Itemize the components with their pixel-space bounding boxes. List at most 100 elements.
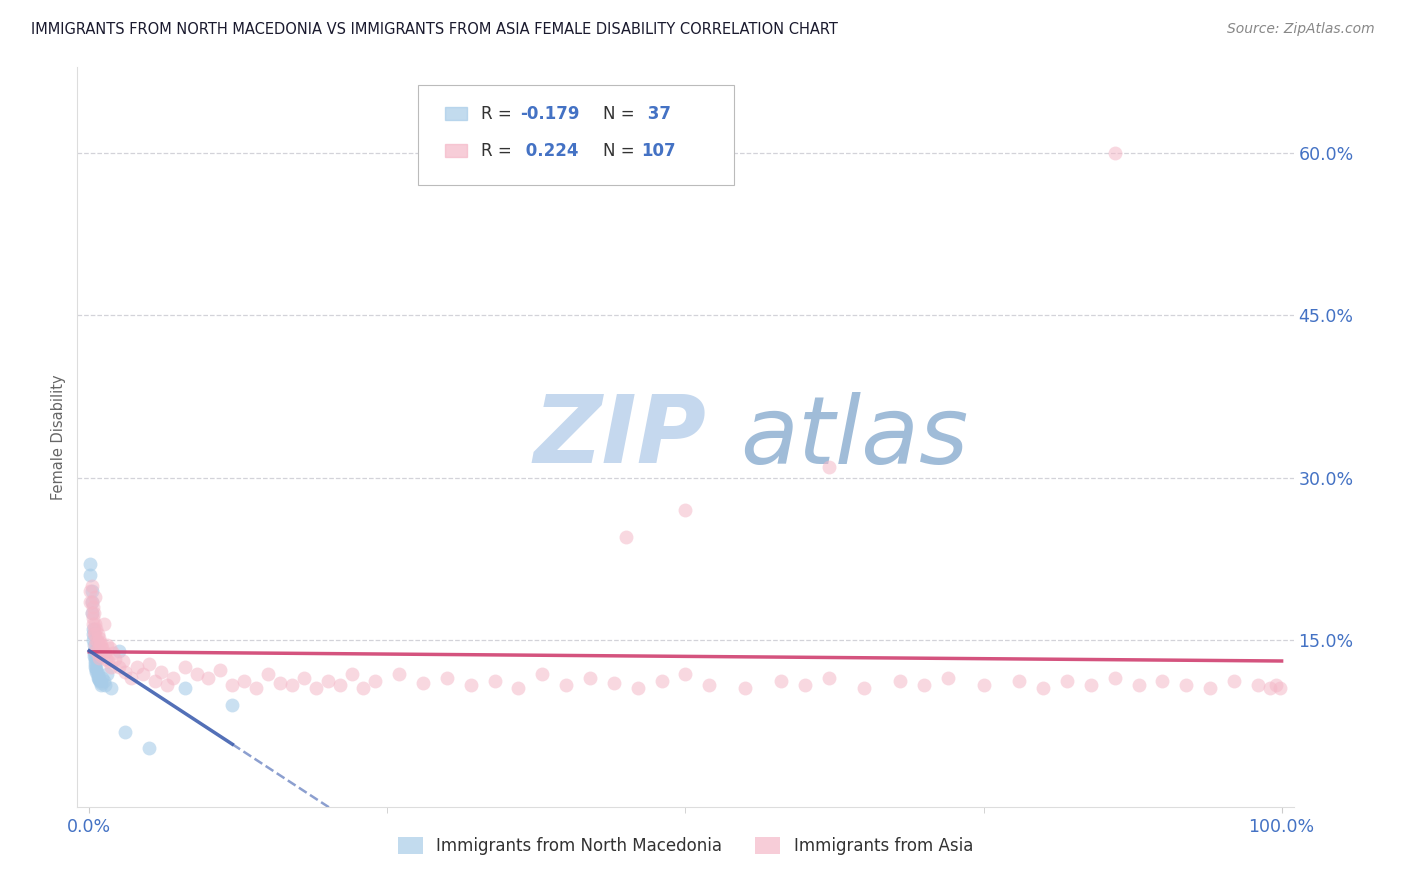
Point [89, 635, 111, 649]
Point [86, 661, 108, 675]
Point [889, 673, 911, 688]
FancyBboxPatch shape [444, 107, 467, 120]
Point [90, 676, 112, 690]
Point [120, 671, 142, 685]
Point [80, 595, 103, 609]
Point [817, 671, 839, 685]
Point [91, 641, 114, 656]
Point [86, 671, 108, 685]
Point [329, 678, 352, 692]
Point [80, 584, 103, 599]
Point [86, 646, 108, 660]
Point [98, 641, 121, 656]
Point [186, 667, 208, 681]
Point [83, 622, 105, 636]
Point [80, 606, 103, 620]
Point [1104, 146, 1126, 161]
Point [82, 616, 104, 631]
Point [305, 681, 328, 696]
Point [364, 673, 387, 688]
Point [82, 611, 104, 625]
Point [627, 681, 650, 696]
Point [508, 681, 530, 696]
Text: Source: ZipAtlas.com: Source: ZipAtlas.com [1227, 22, 1375, 37]
Text: 37: 37 [641, 104, 671, 122]
Point [114, 665, 136, 680]
Point [89, 673, 111, 688]
Point [817, 459, 839, 474]
Point [173, 659, 195, 673]
Point [89, 646, 111, 660]
Point [162, 671, 184, 685]
Point [460, 678, 482, 692]
Point [912, 678, 935, 692]
Point [87, 673, 110, 687]
Point [675, 503, 697, 517]
Point [221, 698, 243, 712]
Point [86, 663, 108, 677]
Point [86, 643, 108, 657]
Point [84, 657, 107, 671]
Point [388, 667, 411, 681]
Point [197, 671, 219, 685]
Point [108, 643, 131, 657]
Point [138, 740, 160, 755]
Point [1247, 678, 1270, 692]
Point [149, 665, 172, 680]
Point [87, 640, 110, 655]
Point [111, 654, 134, 668]
Point [734, 681, 756, 696]
Text: atlas: atlas [740, 392, 969, 483]
Point [125, 659, 148, 673]
Point [83, 627, 105, 641]
Point [87, 672, 110, 686]
Point [555, 678, 578, 692]
Point [484, 673, 506, 688]
Point [82, 632, 104, 647]
Point [257, 667, 280, 681]
Point [209, 663, 232, 677]
Point [1264, 678, 1286, 692]
Point [108, 659, 131, 673]
Point [86, 627, 108, 641]
Point [94, 646, 117, 660]
Y-axis label: Female Disability: Female Disability [51, 375, 66, 500]
Text: -0.179: -0.179 [520, 104, 579, 122]
Point [1056, 673, 1078, 688]
Point [80, 606, 103, 620]
Legend: Immigrants from North Macedonia, Immigrants from Asia: Immigrants from North Macedonia, Immigra… [391, 830, 980, 862]
Point [1258, 681, 1281, 696]
Point [82, 600, 104, 615]
Point [603, 676, 626, 690]
Point [87, 631, 110, 645]
Point [100, 659, 122, 673]
Point [86, 667, 108, 681]
Point [245, 681, 267, 696]
Point [853, 681, 876, 696]
Point [94, 678, 117, 692]
Text: N =: N = [603, 142, 640, 160]
Point [79, 567, 101, 582]
Point [104, 652, 127, 666]
Point [936, 671, 959, 685]
Point [83, 638, 105, 652]
Text: 0.224: 0.224 [520, 142, 578, 160]
Point [96, 638, 118, 652]
Point [84, 638, 107, 652]
Point [1270, 681, 1292, 696]
Point [80, 595, 103, 609]
Point [143, 673, 166, 688]
Point [281, 678, 304, 692]
Point [531, 667, 554, 681]
Point [412, 676, 434, 690]
Point [90, 678, 112, 692]
Point [292, 671, 315, 685]
Point [173, 681, 195, 696]
Point [1175, 678, 1198, 692]
Point [1080, 678, 1102, 692]
Point [96, 667, 118, 681]
Text: IMMIGRANTS FROM NORTH MACEDONIA VS IMMIGRANTS FROM ASIA FEMALE DISABILITY CORREL: IMMIGRANTS FROM NORTH MACEDONIA VS IMMIG… [31, 22, 838, 37]
Point [84, 651, 107, 665]
Point [1223, 673, 1246, 688]
Point [83, 648, 105, 663]
